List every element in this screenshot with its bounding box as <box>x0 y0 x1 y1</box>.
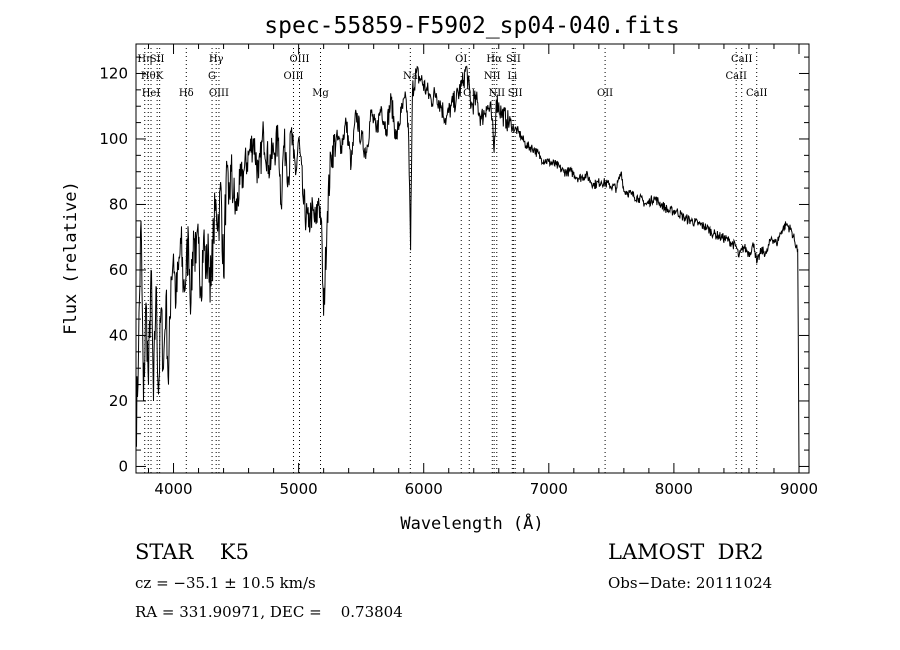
line-label-16: Hα <box>486 54 502 65</box>
line-label-8: OIII <box>209 88 229 99</box>
spectral-line-markers: Hη Hθ HeI SII K Hδ G Hγ OIII OIII OIII Mg Na OI OI NII H… <box>137 48 768 473</box>
line-label-23: CaII <box>731 54 753 65</box>
line-label-21: OII <box>597 88 613 99</box>
x-axis-label: Wavelength (Å) <box>400 512 543 534</box>
line-label-13: OI <box>455 54 467 65</box>
y-tick-label: 40 <box>109 326 128 344</box>
line-label-12: Na <box>403 71 418 82</box>
x-tick-label: 8000 <box>655 480 693 498</box>
y-tick-label: 20 <box>109 392 128 410</box>
object-class: STAR K5 <box>135 540 249 564</box>
line-label-10: OIII <box>289 54 309 65</box>
line-label-22: CaII <box>725 71 747 82</box>
line-label-4: K <box>156 71 164 82</box>
x-tick-label: 7000 <box>530 480 568 498</box>
line-label-24: CaII <box>746 88 768 99</box>
x-tick-label: 5000 <box>280 480 318 498</box>
survey-name: LAMOST DR2 <box>608 540 764 564</box>
y-tick-label: 80 <box>109 195 128 213</box>
x-tick-label: 9000 <box>780 480 818 498</box>
x-tick-label: 6000 <box>405 480 443 498</box>
coordinates: RA = 331.90971, DEC = 0.73804 <box>135 603 403 621</box>
line-label-9: OIII <box>283 71 303 82</box>
line-label-1: Hθ <box>141 71 156 82</box>
line-label-2: HeI <box>142 88 161 99</box>
line-label-0: Hη <box>137 54 152 65</box>
line-label-17: NII <box>488 88 505 99</box>
line-label-15: NII <box>484 71 501 82</box>
chart-title: spec-55859-F5902_sp04-040.fits <box>264 13 679 39</box>
spectrum-line <box>135 65 801 467</box>
line-label-14: OI <box>463 88 475 99</box>
y-tick-label: 60 <box>109 261 128 279</box>
line-label-19: SII <box>506 54 521 65</box>
y-tick-label: 100 <box>99 130 128 148</box>
line-label-11: Mg <box>312 88 329 99</box>
observation-date: Obs−Date: 20111024 <box>608 574 773 592</box>
line-label-18: Li <box>507 71 517 82</box>
y-tick-label: 0 <box>118 457 128 475</box>
line-label-6: G <box>208 71 216 82</box>
plot-frame <box>135 43 810 474</box>
y-axis-label: Flux (relative) <box>61 181 81 335</box>
line-label-7: Hγ <box>209 54 224 65</box>
line-label-5: Hδ <box>179 88 194 99</box>
line-label-3: SII <box>150 54 165 65</box>
y-tick-label: 120 <box>99 64 128 82</box>
axes: 4000 5000 6000 7000 8000 9000 0 20 40 60 80 100 120 <box>99 44 818 498</box>
redshift-cz: cz = −35.1 ± 10.5 km/s <box>135 574 316 592</box>
line-label-20: SII <box>508 88 523 99</box>
x-tick-label: 4000 <box>154 480 192 498</box>
